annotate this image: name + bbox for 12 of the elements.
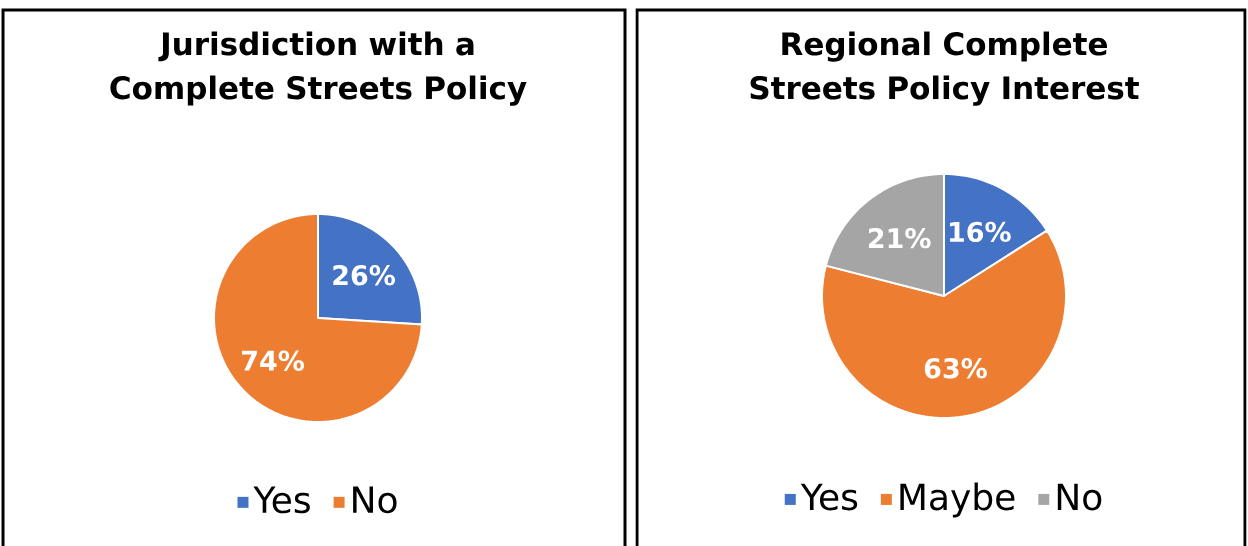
- legend-label: Yes: [253, 486, 310, 514]
- data-label: 63%: [924, 358, 987, 379]
- data-label: 16%: [949, 221, 1011, 243]
- legend-label: No: [1057, 483, 1102, 511]
- legend-label: No: [353, 486, 397, 514]
- data-label: 26%: [333, 265, 395, 286]
- chart-title: Jurisdiction with a Complete Streets Policy: [110, 31, 527, 106]
- data-label: 74%: [242, 350, 304, 371]
- data-label: 21%: [868, 227, 931, 249]
- chart-title: Regional Complete Streets Policy Interest: [750, 31, 1139, 106]
- legend-label: Maybe: [900, 482, 1015, 518]
- legend-label: Yes: [800, 483, 858, 511]
